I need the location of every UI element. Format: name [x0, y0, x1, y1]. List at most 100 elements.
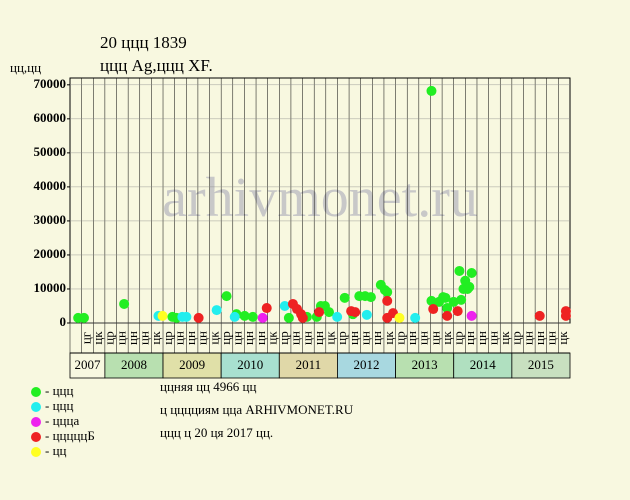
point — [257, 312, 268, 323]
point — [211, 305, 222, 316]
point — [261, 303, 272, 314]
period-label: цр — [276, 331, 291, 344]
period-label: цр — [334, 331, 349, 344]
year-label: 2010 — [237, 357, 263, 372]
year-label: 2013 — [412, 357, 438, 372]
period-label: цн — [369, 331, 384, 345]
period-label: цн — [171, 331, 186, 345]
legend-label: - ццц — [45, 383, 73, 398]
period-label: цг — [78, 332, 93, 344]
point — [239, 310, 250, 321]
point — [466, 267, 477, 278]
legend-marker — [31, 417, 41, 427]
point — [442, 303, 453, 314]
period-label: цн — [288, 331, 303, 345]
year-band — [278, 352, 338, 379]
period-label: цр — [509, 331, 524, 344]
point — [350, 307, 361, 318]
point — [332, 311, 343, 322]
period-label: цн — [485, 331, 500, 345]
point — [324, 307, 335, 318]
period-label: цн — [311, 331, 326, 345]
note: ццц ц 20 ця 2017 цц. — [160, 425, 273, 440]
y-tick-label: 60000 — [34, 110, 67, 125]
year-label: 2007 — [74, 357, 101, 372]
legend-marker — [31, 447, 41, 457]
point — [157, 310, 168, 321]
point — [428, 304, 439, 315]
period-label: цн — [346, 331, 361, 345]
period-label: цн — [241, 331, 256, 345]
chart-title: 20 ццц 1839 — [100, 33, 187, 52]
point — [119, 298, 130, 309]
legend-marker — [31, 402, 41, 412]
point — [454, 265, 465, 276]
period-label: цр — [218, 331, 233, 344]
legend-label: - цццццБ — [45, 428, 95, 443]
period-label: цр — [102, 331, 117, 344]
period-label: цк — [264, 331, 279, 345]
legend-label: - цц — [45, 443, 67, 458]
point — [534, 310, 545, 321]
note: ц цццциям цца ARHIVMONET.RU — [160, 402, 354, 417]
year-label: 2012 — [354, 357, 380, 372]
period-label: цн — [183, 331, 198, 345]
y-tick-label: 20000 — [34, 246, 67, 261]
point — [193, 312, 204, 323]
period-label: цн — [520, 331, 535, 345]
year-label: 2014 — [470, 357, 497, 372]
period-label: цн — [137, 331, 152, 345]
point — [297, 312, 308, 323]
y-axis-label: цц,цц — [10, 60, 41, 75]
point — [466, 310, 477, 321]
period-label: цн — [253, 331, 268, 345]
point — [382, 287, 393, 298]
y-tick-label: 0 — [60, 314, 67, 329]
point — [221, 291, 232, 302]
period-label: цк — [148, 331, 163, 345]
legend-marker — [31, 387, 41, 397]
period-label: цк — [323, 331, 338, 345]
year-band — [162, 352, 222, 379]
point — [452, 306, 463, 317]
legend-marker — [31, 432, 41, 442]
point — [410, 312, 421, 323]
year-label: 2015 — [528, 357, 554, 372]
y-tick-label: 10000 — [34, 280, 67, 295]
point — [314, 307, 325, 318]
year-band — [395, 352, 455, 379]
period-label: цн — [462, 331, 477, 345]
point — [365, 292, 376, 303]
point — [426, 295, 437, 306]
y-tick-label: 40000 — [34, 178, 67, 193]
period-label: цн — [195, 331, 210, 345]
period-label: цн — [404, 331, 419, 345]
y-tick-label: 70000 — [34, 76, 67, 91]
point — [339, 292, 350, 303]
point — [394, 312, 405, 323]
period-label: цн — [299, 331, 314, 345]
period-label: цн — [532, 331, 547, 345]
period-label: цр — [451, 331, 466, 344]
year-label: 2011 — [296, 357, 322, 372]
point — [283, 312, 294, 323]
period-label: цр — [392, 331, 407, 344]
period-label: цк — [439, 331, 454, 345]
watermark: arhivmonet.ru — [162, 167, 478, 229]
point — [442, 310, 453, 321]
period-label: цр — [160, 331, 175, 344]
period-label: цк — [555, 331, 570, 345]
y-tick-label: 30000 — [34, 212, 67, 227]
period-label: цн — [416, 331, 431, 345]
point — [361, 309, 372, 320]
period-label: цк — [497, 331, 512, 345]
period-label: цк — [90, 331, 105, 345]
point — [229, 311, 240, 322]
y-tick-label: 50000 — [34, 144, 67, 159]
chart-subtitle: ццц Ag,ццц XF. — [100, 56, 213, 75]
legend-label: - ццца — [45, 413, 79, 428]
point — [456, 294, 467, 305]
period-label: цн — [125, 331, 140, 345]
